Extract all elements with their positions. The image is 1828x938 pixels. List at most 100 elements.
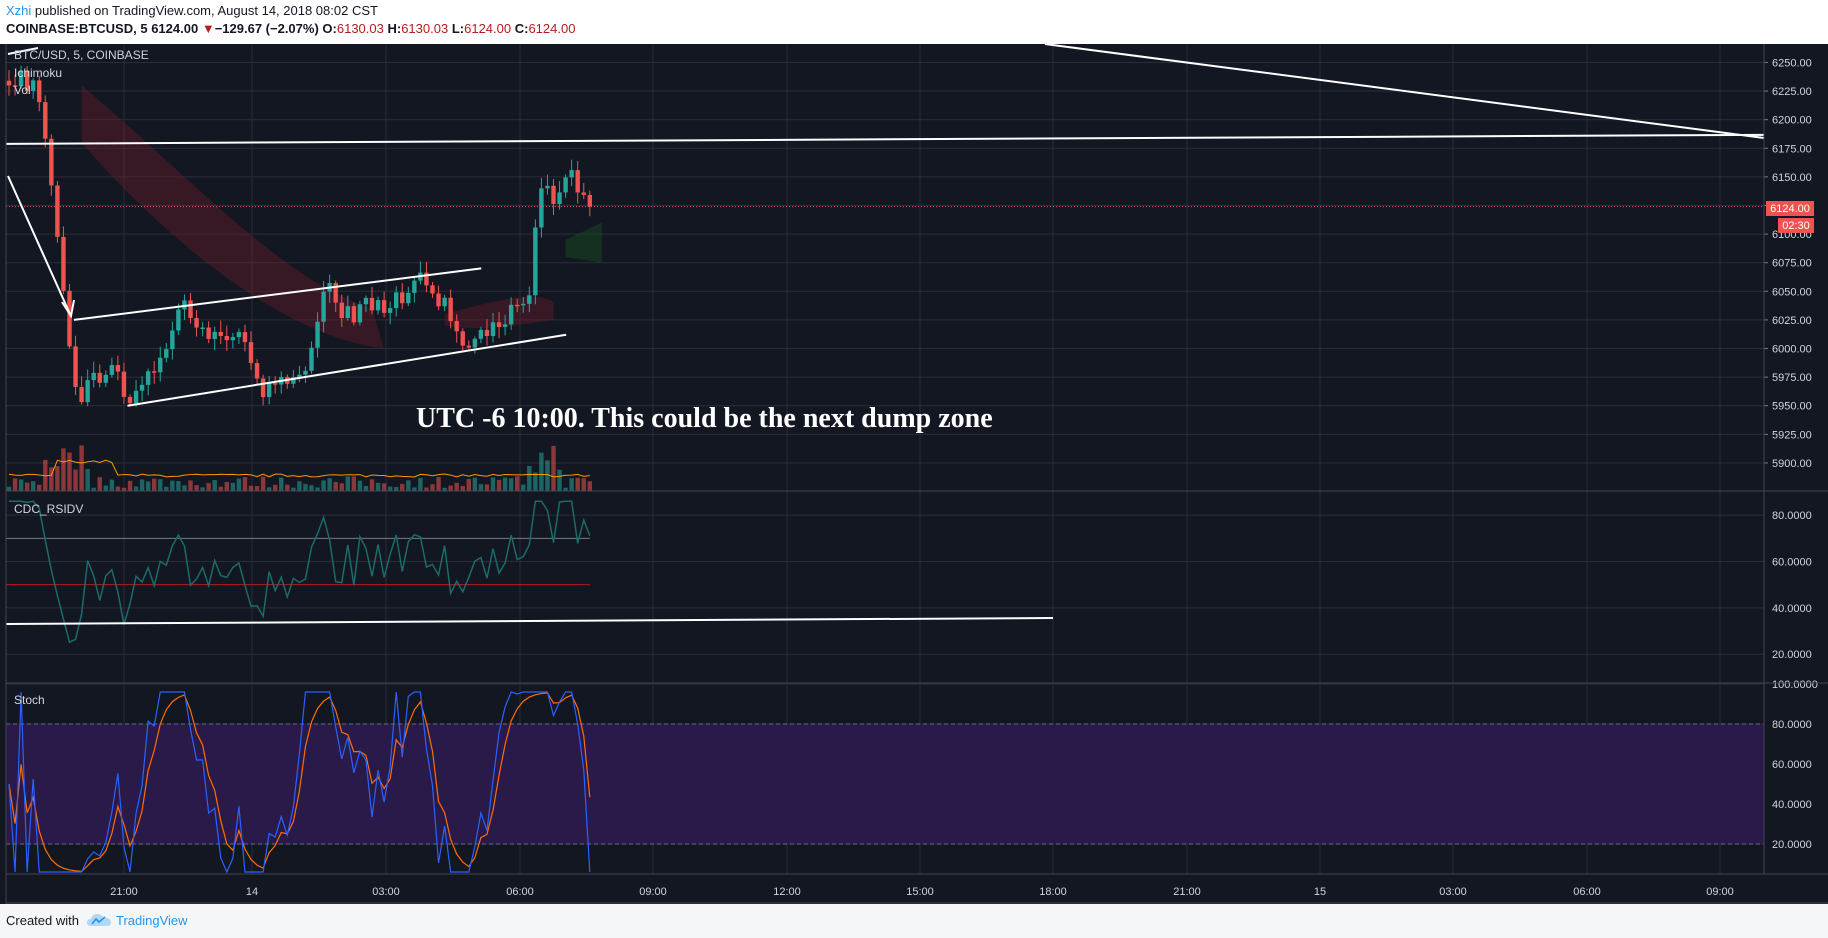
volume-bar <box>176 481 181 491</box>
candle-body <box>442 297 447 307</box>
created-with-label: Created with <box>6 913 79 928</box>
candle-body <box>79 387 84 403</box>
low-label: L: <box>451 21 465 36</box>
rsi-pane-title: CDC_RSIDV <box>14 502 83 516</box>
ichimoku-bear-cloud <box>81 85 385 349</box>
candle-body <box>145 371 151 385</box>
volume-bar <box>109 479 115 491</box>
volume-bar <box>291 487 296 491</box>
candle-body <box>224 335 229 341</box>
candle-body <box>273 383 278 385</box>
candle-body <box>563 177 568 193</box>
candle-body <box>6 80 12 86</box>
candle-body <box>212 331 217 339</box>
volume-bar <box>194 485 199 491</box>
volume-bar <box>581 478 586 491</box>
candle-body <box>200 327 205 329</box>
volume-bar <box>466 478 471 491</box>
tradingview-cloud-icon[interactable] <box>86 912 112 928</box>
candle-body <box>430 285 435 294</box>
volume-bar <box>12 478 18 491</box>
candle-body <box>12 85 18 87</box>
volume-bar <box>351 476 357 491</box>
candle-body <box>490 322 496 337</box>
volume-bar <box>375 482 381 491</box>
candle-body <box>496 322 502 328</box>
candle-body <box>545 185 550 189</box>
resistance-line <box>5 133 1765 145</box>
main-pane-title: BTC/USD, 5, COINBASE <box>14 48 149 62</box>
volume-bar <box>394 487 399 491</box>
volume-bar <box>490 477 496 491</box>
x-tick-label: 21:00 <box>110 886 138 898</box>
candle-body <box>152 371 157 373</box>
candle-body <box>569 170 574 178</box>
candle-body <box>472 338 478 348</box>
candle-body <box>194 317 199 328</box>
x-tick-label: 03:00 <box>1439 886 1467 898</box>
ohlc-line: COINBASE:BTCUSD, 5 6124.00 ▼−129.67 (−2.… <box>6 21 575 36</box>
candle-body <box>236 332 242 338</box>
volume-bar <box>164 486 169 491</box>
volume-bar <box>158 479 163 491</box>
candle-body <box>339 302 344 319</box>
stoch-k-line <box>8 691 591 874</box>
volume-bar <box>327 478 332 491</box>
candle-body <box>424 272 429 286</box>
volume-bar <box>103 485 108 491</box>
tradingview-brand-link[interactable]: TradingView <box>116 913 188 928</box>
candle-body <box>369 297 375 311</box>
volume-bar <box>230 482 236 491</box>
candle-body <box>551 185 556 204</box>
candle-body <box>55 185 60 237</box>
candle-body <box>357 304 363 323</box>
volume-bar <box>115 486 121 491</box>
price-tick-label: 6000.00 <box>1772 344 1812 356</box>
price-tick-label: 6250.00 <box>1772 57 1812 69</box>
volume-bar <box>545 460 550 491</box>
x-tick-label: 21:00 <box>1173 886 1201 898</box>
stoch-overbought-oversold-zone <box>6 724 1764 844</box>
candle-body <box>394 292 399 309</box>
volume-bar <box>31 481 36 491</box>
candle-body <box>266 383 272 398</box>
volume-bar <box>436 477 441 491</box>
short-trend-line <box>7 47 39 55</box>
volume-bar <box>242 477 248 491</box>
candle-body <box>176 309 181 331</box>
volume-bar <box>508 478 514 491</box>
candle-body <box>73 346 78 388</box>
candle-body <box>303 370 308 375</box>
x-tick-label: 15:00 <box>906 886 934 898</box>
publish-line: Xzhi published on TradingView.com, Augus… <box>6 3 378 18</box>
price-tick-label: 5925.00 <box>1772 429 1812 441</box>
candle-body <box>158 357 163 373</box>
chart-canvas[interactable]: 21:00 14 03:00 06:00 09:00 12:00 15:00 18:00 21:… <box>0 44 1828 904</box>
volume-bar <box>133 486 139 491</box>
open-label: O: <box>322 21 337 36</box>
volume-bar <box>152 478 157 491</box>
x-tick-label: 03:00 <box>372 886 400 898</box>
volume-bar <box>400 483 405 491</box>
open-value: 6130.03 <box>336 21 384 36</box>
volume-bar <box>279 477 284 491</box>
x-tick-label: 12:00 <box>773 886 801 898</box>
volume-bar <box>387 486 393 491</box>
candle-body <box>515 304 520 307</box>
rsi-tick-label: 80.0000 <box>1772 510 1812 522</box>
drawings-layer[interactable] <box>5 44 1765 625</box>
volume-bar <box>266 487 272 491</box>
volume-bar <box>357 480 363 491</box>
downtrend-line <box>1044 44 1765 139</box>
candle-body <box>49 138 54 186</box>
candle-body <box>206 327 211 339</box>
dump-zone-annotation[interactable]: UTC -6 10:00. This could be the next dum… <box>416 403 993 434</box>
candle-body <box>351 306 357 323</box>
countdown-badge-text: 02:30 <box>1782 220 1810 232</box>
stoch-tick-label: 60.0000 <box>1772 759 1812 771</box>
countdown-badge <box>1778 218 1814 233</box>
ichimoku-label: Ichimoku <box>14 66 62 80</box>
candle-body <box>412 280 417 293</box>
author-link[interactable]: Xzhi <box>6 3 32 18</box>
volume-bar <box>145 481 151 491</box>
